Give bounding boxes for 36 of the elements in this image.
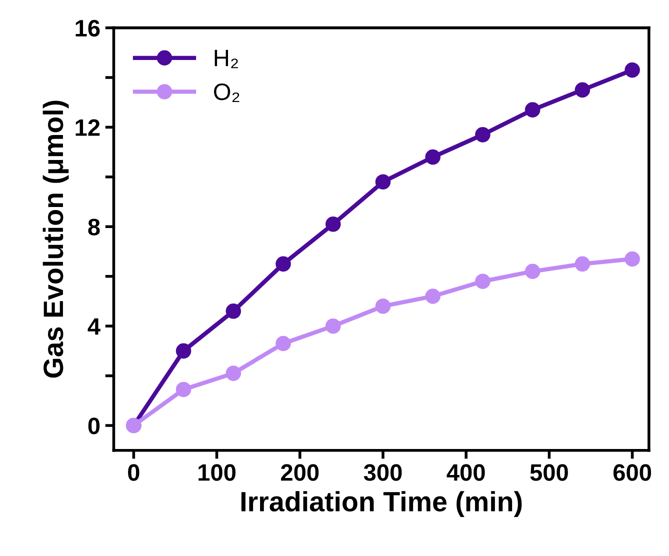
- x-axis-title: Irradiation Time (min): [241, 491, 522, 518]
- point: [524, 102, 540, 118]
- y-tick-label: 16: [76, 20, 100, 37]
- legend-label: O₂: [214, 83, 240, 102]
- point: [325, 216, 341, 232]
- x-tick-label: 300: [364, 464, 402, 481]
- point: [375, 174, 391, 190]
- point: [226, 304, 242, 319]
- point: [425, 149, 440, 165]
- point: [276, 256, 291, 272]
- point: [276, 336, 291, 352]
- point: [624, 62, 640, 78]
- x-tick-label: 500: [530, 464, 568, 481]
- point: [325, 318, 341, 334]
- x-tick-label: 600: [613, 464, 652, 481]
- point: [475, 127, 490, 142]
- point: [574, 256, 590, 272]
- y-tick-label: 4: [88, 318, 100, 335]
- y-tick-label: 12: [76, 119, 100, 136]
- y-tick-label: 8: [88, 218, 100, 236]
- x-tick-label: 0: [128, 464, 140, 481]
- point: [574, 82, 590, 98]
- x-tick-label: 200: [281, 464, 319, 481]
- y-axis-title: Gas Evolution (μmol): [42, 100, 69, 378]
- x-tick-label: 400: [446, 464, 485, 481]
- point: [624, 251, 640, 267]
- point: [226, 366, 242, 381]
- point: [425, 288, 440, 304]
- x-tick-label: 100: [198, 464, 236, 481]
- point: [524, 264, 540, 280]
- point: [475, 274, 490, 289]
- y-tick-label: 0: [88, 418, 100, 434]
- point: [375, 298, 391, 314]
- legend-label: H₂: [214, 50, 238, 68]
- point: [176, 343, 192, 359]
- point: [176, 382, 192, 398]
